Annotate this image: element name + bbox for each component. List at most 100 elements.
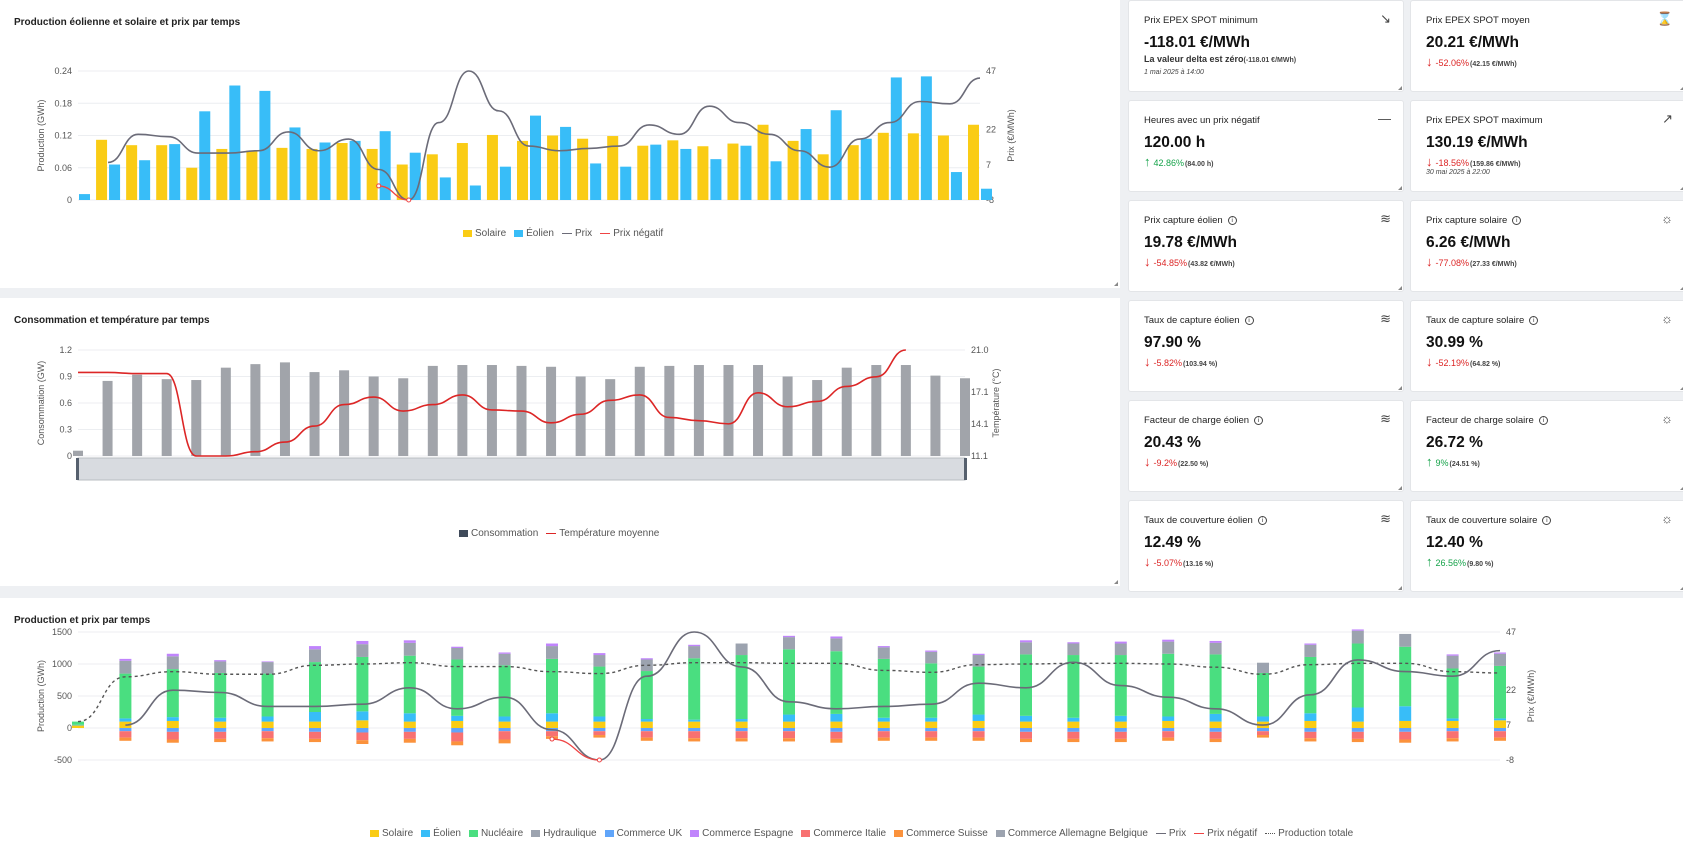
info-icon[interactable]: i xyxy=(1529,316,1539,325)
info-icon[interactable]: i xyxy=(1512,216,1522,225)
info-icon[interactable]: i xyxy=(1538,416,1548,425)
trade-bar xyxy=(166,739,179,743)
trade-bar xyxy=(546,731,558,737)
kpi-card[interactable]: Taux de couverture solaire i ☼ 12.40 % ↑ 26.5… xyxy=(1410,500,1683,592)
resize-handle[interactable] xyxy=(1680,186,1683,190)
production-bar xyxy=(1446,655,1459,669)
info-icon[interactable]: i xyxy=(1227,216,1237,225)
consumption-bar xyxy=(132,374,143,456)
trade-bar xyxy=(972,731,985,738)
resize-handle[interactable] xyxy=(1398,586,1402,590)
kpi-card[interactable]: Facteur de charge solaire i ☼ 26.72 % ↑ 9% (24… xyxy=(1410,400,1683,492)
kpi-card[interactable]: Heures avec un prix négatif — 120.00 h ↑ 42.… xyxy=(1128,100,1404,192)
resize-handle[interactable] xyxy=(1680,386,1683,390)
legend-item[interactable]: Commerce Italie xyxy=(801,828,886,839)
kpi-card[interactable]: Taux de couverture éolien i ≋ 12.49 % ↓ -5.07… xyxy=(1128,500,1404,592)
info-icon[interactable]: i xyxy=(1257,516,1267,525)
trade-bar xyxy=(498,731,511,740)
legend-item[interactable]: Commerce UK xyxy=(604,828,682,839)
negative-price-point xyxy=(596,757,602,763)
solar-bar xyxy=(486,134,498,200)
kpi-delta-percent: 42.86% xyxy=(1153,158,1185,168)
production-price-chart[interactable]: -500 0 500 1000 1500 -8 7 22 47 Production (GWh) P… xyxy=(0,598,1683,864)
resize-handle[interactable] xyxy=(1114,580,1118,584)
trade-bar xyxy=(1304,728,1317,732)
wind-solar-price-panel: Production éolienne et solaire et prix p… xyxy=(0,0,1120,288)
resize-handle[interactable] xyxy=(1114,282,1118,286)
wind-bar xyxy=(319,142,331,200)
arrow-down-icon: ↓ xyxy=(1144,554,1151,569)
legend-item[interactable]: Commerce Espagne xyxy=(690,828,793,839)
production-bar xyxy=(1020,642,1032,655)
legend-label: Température moyenne xyxy=(559,528,660,539)
kpi-card[interactable]: Taux de capture éolien i ≋ 97.90 % ↓ -5.82% (1… xyxy=(1128,300,1404,392)
trade-bar xyxy=(1399,728,1412,732)
production-bar xyxy=(1020,654,1032,716)
resize-handle[interactable] xyxy=(1680,286,1683,290)
legend-item[interactable]: Prix négatif xyxy=(600,228,663,239)
chart-legend[interactable]: Solaire Éolien Prix Prix négatif xyxy=(463,228,663,239)
production-bar xyxy=(1114,641,1127,644)
production-bar xyxy=(1209,640,1222,643)
kpi-value: 26.72 % xyxy=(1426,434,1483,451)
chart-legend[interactable]: Consommation Température moyenne xyxy=(459,528,659,539)
solar-bar xyxy=(787,140,799,200)
resize-handle[interactable] xyxy=(1680,86,1683,90)
legend-item[interactable]: Production totale xyxy=(1265,828,1353,839)
resize-handle[interactable] xyxy=(1398,186,1402,190)
consumption-temperature-chart[interactable]: 00.30.60.91.211.114.117.121.0Consommatio… xyxy=(0,298,1120,586)
legend-item[interactable]: Éolien xyxy=(421,828,461,839)
resize-handle[interactable] xyxy=(1680,586,1683,590)
legend-item[interactable]: Prix xyxy=(1155,828,1186,839)
kpi-card[interactable]: Facteur de charge éolien i ≋ 20.43 % ↓ -9.2%(… xyxy=(1128,400,1404,492)
legend-item[interactable]: Solaire xyxy=(463,228,506,239)
kpi-card[interactable]: Prix EPEX SPOT minimum ↘ -118.01 €/MWh La v… xyxy=(1128,0,1404,92)
production-bar xyxy=(1020,721,1032,728)
production-bar xyxy=(451,720,464,728)
wind-bar xyxy=(229,85,241,200)
legend-item[interactable]: Commerce Allemagne Belgique xyxy=(995,828,1148,839)
production-bar xyxy=(309,649,321,663)
legend-item[interactable]: Hydraulique xyxy=(531,828,597,839)
kpi-card[interactable]: Taux de capture solaire i ☼ 30.99 % ↓ -52.19%… xyxy=(1410,300,1683,392)
legend-item[interactable]: Température moyenne xyxy=(546,528,659,539)
legend-item[interactable]: Solaire xyxy=(370,828,413,839)
solar-bar xyxy=(577,138,589,200)
kpi-title-text: Taux de capture solaire xyxy=(1426,315,1525,326)
legend-item[interactable]: Prix négatif xyxy=(1194,828,1257,839)
kpi-title-text: Taux de couverture solaire xyxy=(1426,515,1538,526)
kpi-card[interactable]: Prix EPEX SPOT maximum ↗ 130.19 €/MWh ↓ -18.… xyxy=(1410,100,1683,192)
legend-item[interactable]: Éolien xyxy=(514,228,554,239)
production-bar xyxy=(261,661,274,663)
legend-swatch xyxy=(995,830,1005,837)
legend-item[interactable]: Prix xyxy=(561,228,592,239)
resize-handle[interactable] xyxy=(1398,386,1402,390)
info-icon[interactable]: i xyxy=(1244,316,1254,325)
consumption-bar xyxy=(250,364,261,456)
legend-item[interactable]: Consommation xyxy=(459,528,538,539)
kpi-card[interactable]: Prix EPEX SPOT moyen ⌛ 20.21 €/MWh ↓ -52.06%… xyxy=(1410,0,1683,92)
kpi-delta: ↓ -5.82% (103.94 %) xyxy=(1144,354,1217,369)
trade-bar xyxy=(1209,728,1222,732)
legend-swatch xyxy=(1155,833,1166,834)
price-line xyxy=(107,70,981,201)
legend-item[interactable]: Commerce Suisse xyxy=(894,828,988,839)
info-icon[interactable]: i xyxy=(1254,416,1264,425)
kpi-card[interactable]: Prix capture solaire i ☼ 6.26 €/MWh ↓ -77.08%… xyxy=(1410,200,1683,292)
resize-handle[interactable] xyxy=(1680,486,1683,490)
chart-legend[interactable]: Solaire Éolien Nucléaire Hydraulique Commerc… xyxy=(370,828,1353,839)
y2-axis-label: Prix (€/MWh) xyxy=(1526,670,1536,723)
trade-bar xyxy=(309,731,321,739)
production-bar xyxy=(735,655,748,720)
arrow-down-icon: ↓ xyxy=(1426,54,1433,69)
legend-item[interactable]: Nucléaire xyxy=(468,828,523,839)
info-icon[interactable]: i xyxy=(1542,516,1552,525)
kpi-card[interactable]: Prix capture éolien i ≋ 19.78 €/MWh ↓ -54.85%… xyxy=(1128,200,1404,292)
production-bar xyxy=(830,638,843,652)
resize-handle[interactable] xyxy=(1398,486,1402,490)
wind-bar xyxy=(680,148,692,200)
production-bar xyxy=(261,662,274,674)
resize-handle[interactable] xyxy=(1398,286,1402,290)
resize-handle[interactable] xyxy=(1398,86,1402,90)
